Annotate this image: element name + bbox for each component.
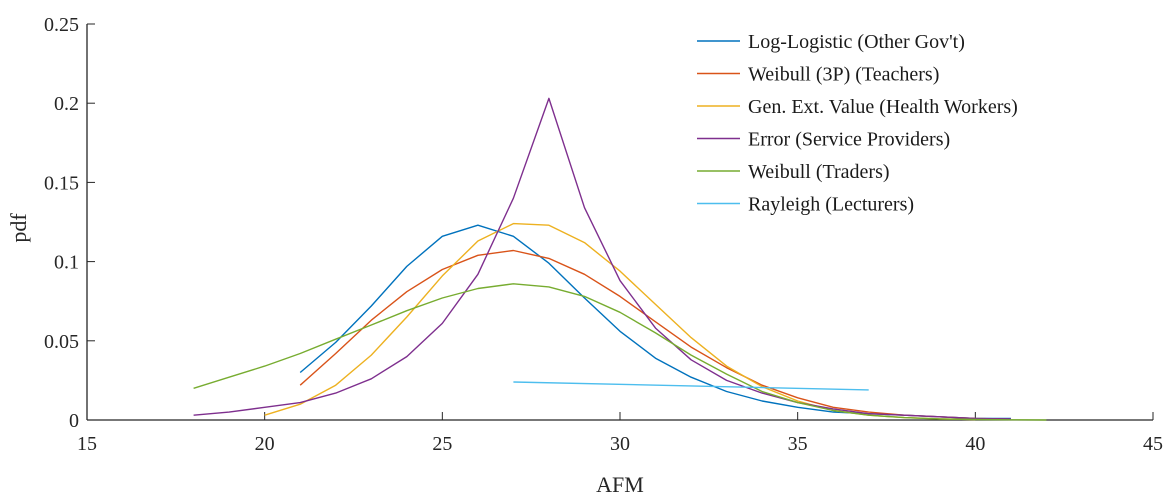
x-tick-label: 40: [965, 433, 985, 455]
legend-label-0: Log-Logistic (Other Gov't): [748, 31, 965, 53]
y-tick-label: 0.25: [44, 14, 79, 36]
legend-label-5: Rayleigh (Lecturers): [748, 194, 914, 216]
x-tick-label: 30: [610, 433, 630, 455]
y-tick-label: 0.15: [44, 172, 79, 194]
legend-label-1: Weibull (3P) (Teachers): [748, 64, 939, 86]
y-tick-label: 0.1: [54, 252, 79, 274]
legend: Log-Logistic (Other Gov't) Weibull (3P) (…: [697, 31, 1018, 216]
series-layer: [193, 97, 1047, 421]
x-tick-label: 45: [1143, 433, 1163, 455]
x-tick-label: 25: [432, 433, 452, 455]
y-tick-label: 0.2: [54, 93, 79, 115]
axes: 15 20 25 30 35 40 45 0 0.05 0.1 0.15 0.2 0.25: [44, 14, 1163, 455]
series-line-3: [193, 97, 1011, 420]
x-axis-label: AFM: [596, 472, 644, 497]
series-line-4: [193, 283, 1047, 421]
series-line-5: [513, 381, 869, 391]
y-tick-label: 0: [69, 410, 79, 432]
x-tick-label: 20: [255, 433, 275, 455]
legend-label-3: Error (Service Providers): [748, 129, 950, 151]
series-line-2: [264, 222, 976, 421]
legend-label-2: Gen. Ext. Value (Health Workers): [748, 96, 1018, 118]
y-axis-label: pdf: [6, 213, 31, 243]
series-line-1: [299, 249, 1011, 420]
x-tick-label: 15: [77, 433, 97, 455]
x-tick-label: 35: [788, 433, 808, 455]
legend-label-4: Weibull (Traders): [748, 161, 890, 183]
y-tick-label: 0.05: [44, 331, 79, 353]
